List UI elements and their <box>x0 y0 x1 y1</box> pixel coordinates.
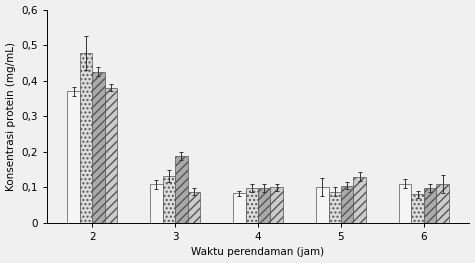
Bar <box>424 188 436 223</box>
Bar <box>163 176 175 223</box>
Bar <box>411 194 424 223</box>
Bar <box>104 88 117 223</box>
Bar <box>175 156 188 223</box>
Bar <box>353 177 366 223</box>
Bar <box>341 185 353 223</box>
Bar <box>150 184 163 223</box>
Bar <box>80 53 92 223</box>
X-axis label: Waktu perendaman (jam): Waktu perendaman (jam) <box>191 247 324 257</box>
Bar <box>233 193 246 223</box>
Bar <box>270 187 283 223</box>
Bar <box>188 191 200 223</box>
Bar <box>258 188 270 223</box>
Bar <box>329 191 341 223</box>
Bar <box>316 187 329 223</box>
Bar <box>67 91 80 223</box>
Bar <box>436 184 449 223</box>
Bar <box>399 184 411 223</box>
Bar <box>92 72 104 223</box>
Y-axis label: Konsentrasi protein (mg/mL): Konsentrasi protein (mg/mL) <box>6 42 16 191</box>
Bar <box>246 188 258 223</box>
